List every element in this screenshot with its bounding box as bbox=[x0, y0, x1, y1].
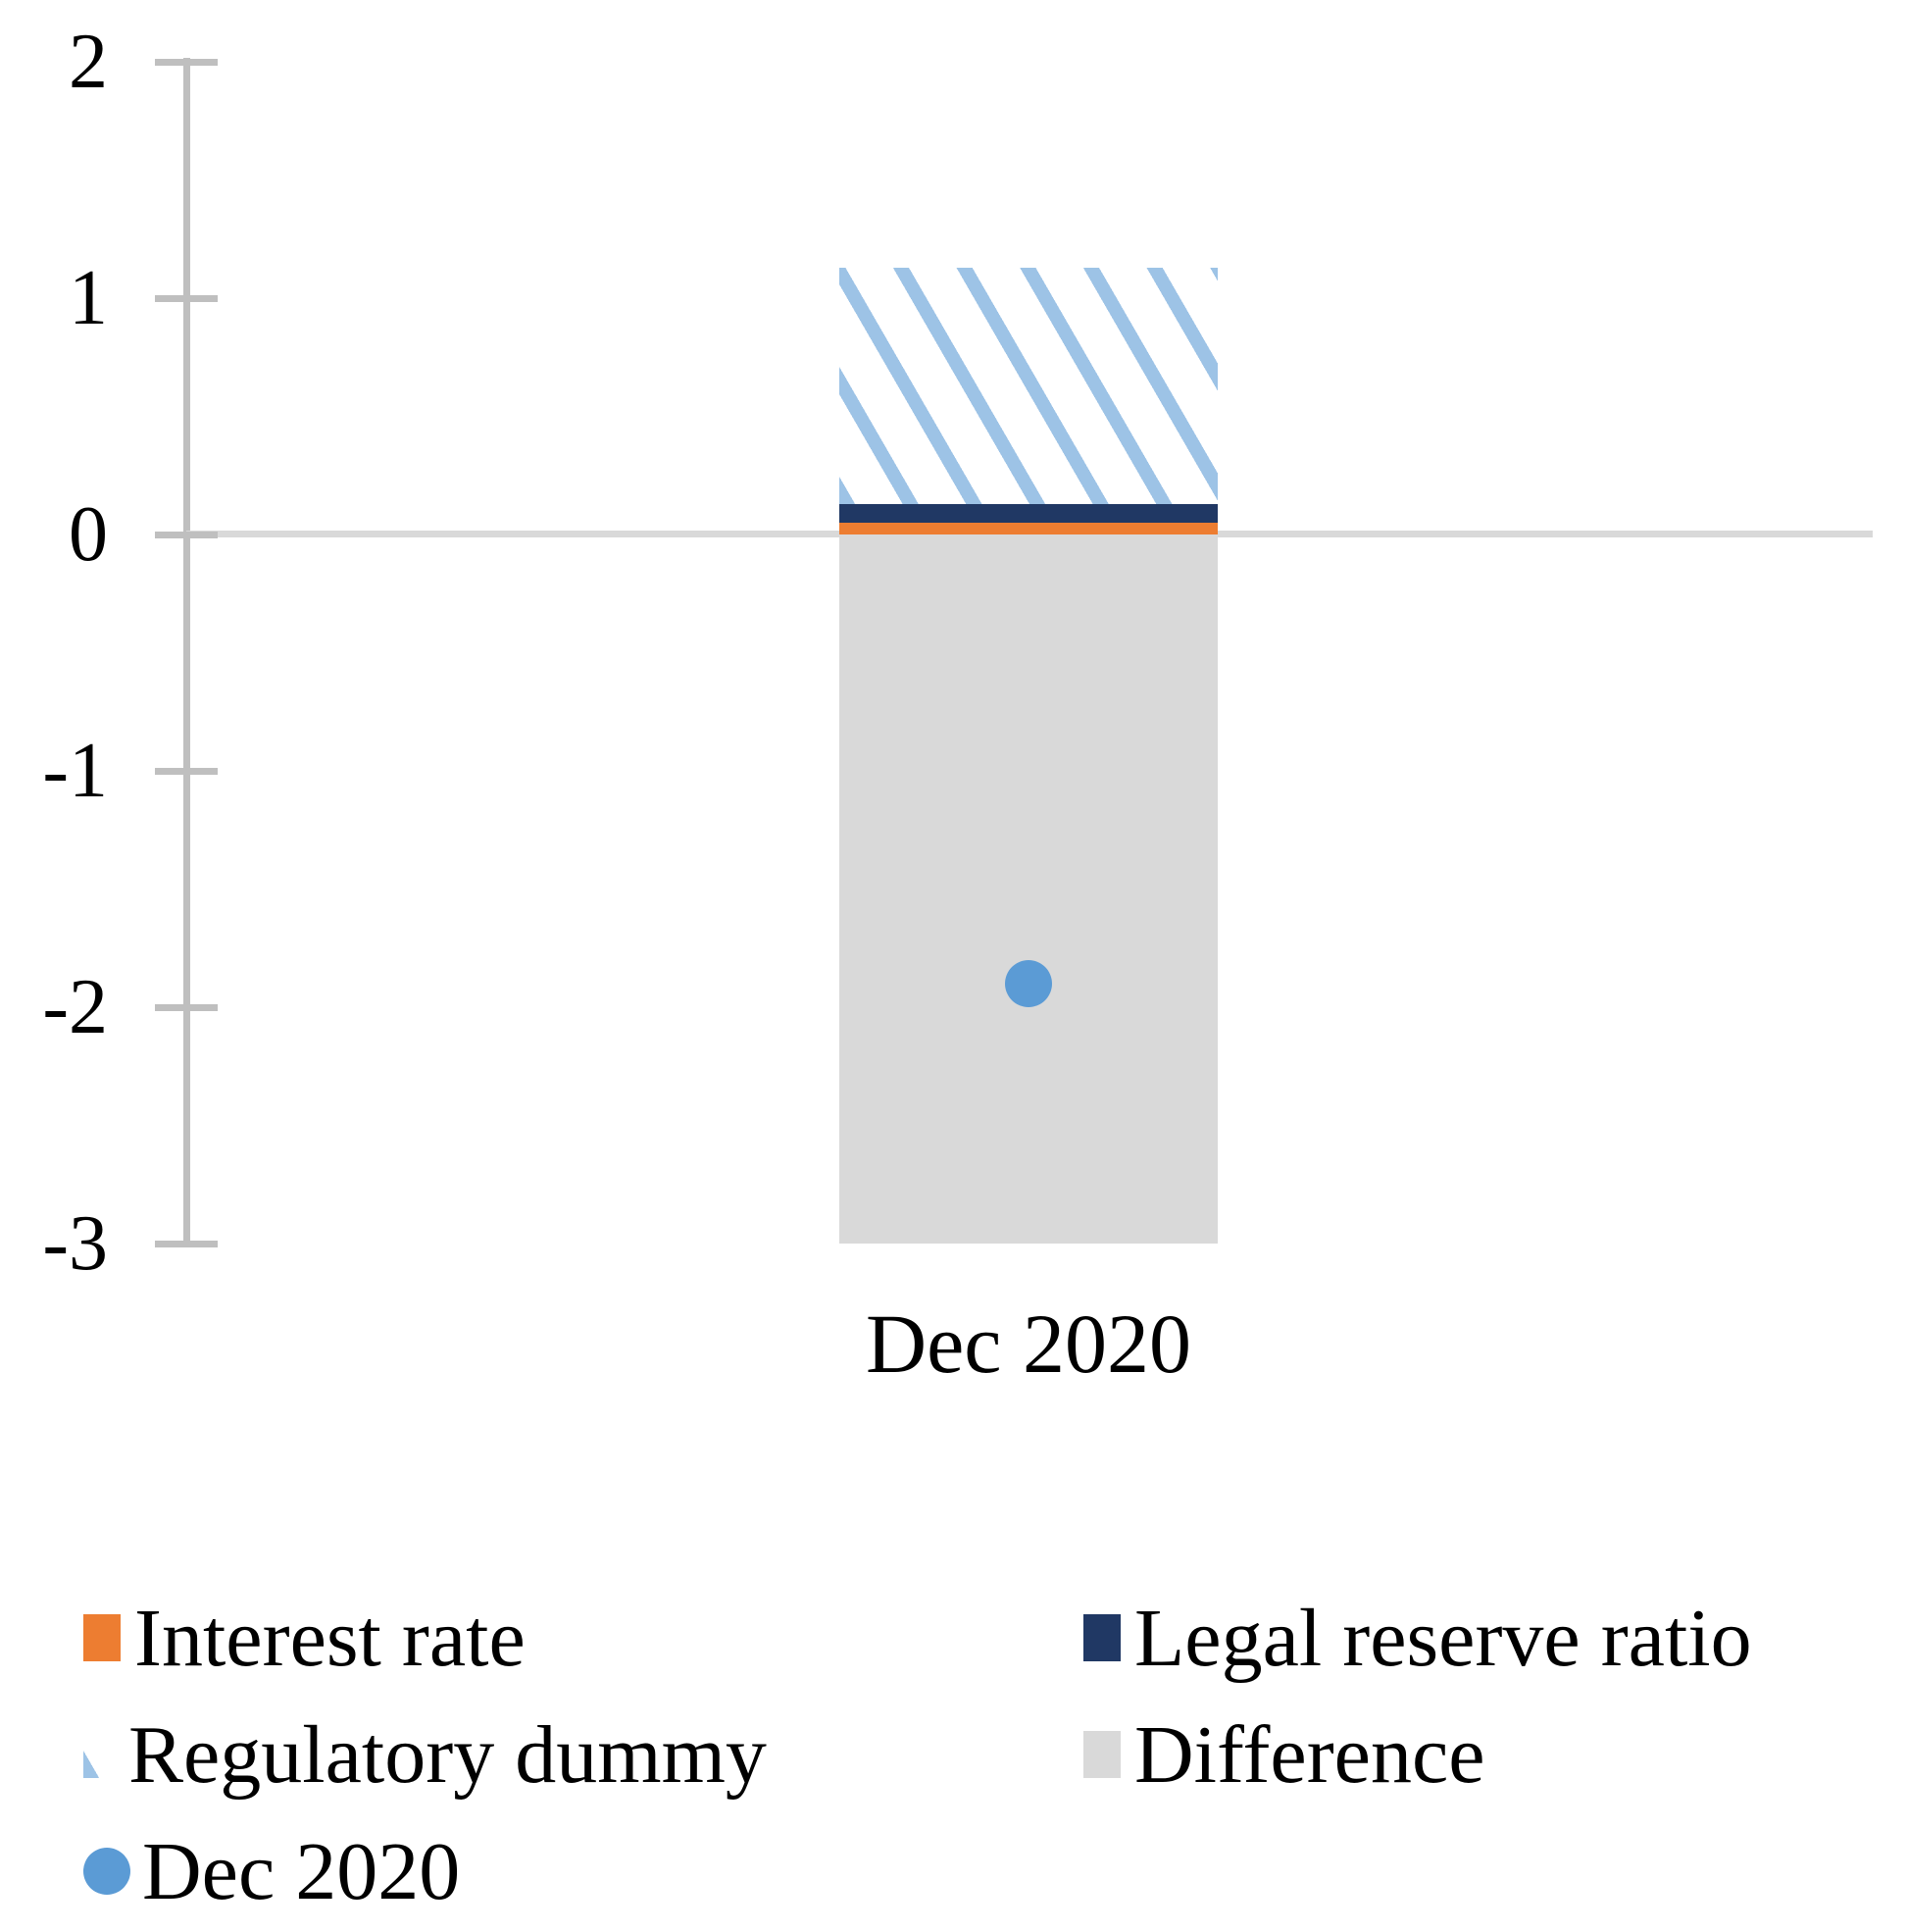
y-axis-tick bbox=[155, 59, 218, 66]
legend-item-legal-reserve-ratio: Legal reserve ratio bbox=[1083, 1591, 1752, 1685]
y-axis-tick bbox=[155, 1241, 218, 1247]
legend-item-regulatory-dummy: Regulatory dummy bbox=[83, 1707, 767, 1802]
data-point-dec-2020 bbox=[1005, 959, 1052, 1007]
legend-item-interest-rate: Interest rate bbox=[83, 1591, 526, 1685]
y-axis-line bbox=[183, 58, 190, 1247]
bar-segment-difference bbox=[839, 534, 1218, 1244]
y-axis-tick bbox=[155, 532, 218, 538]
legend-label-regulatory-dummy: Regulatory dummy bbox=[128, 1708, 767, 1801]
legend-swatch-interest-rate bbox=[83, 1614, 121, 1661]
legend-label-legal-reserve-ratio: Legal reserve ratio bbox=[1134, 1592, 1752, 1684]
x-category-label: Dec 2020 bbox=[866, 1296, 1191, 1391]
bar-segment-legal-reserve-ratio bbox=[839, 503, 1218, 523]
bar-segment-regulatory-dummy bbox=[839, 267, 1218, 504]
legend-label-interest-rate: Interest rate bbox=[134, 1592, 526, 1684]
bar-segment-interest-rate bbox=[839, 522, 1218, 534]
y-axis-tick bbox=[155, 295, 218, 302]
y-tick-label--1: -1 bbox=[42, 728, 108, 814]
y-tick-label-1: 1 bbox=[69, 255, 108, 341]
legend-swatch-legal-reserve-ratio bbox=[1083, 1614, 1121, 1661]
y-axis-tick bbox=[155, 768, 218, 775]
legend-swatch-dec-2020 bbox=[83, 1848, 130, 1895]
legend-item-difference: Difference bbox=[1083, 1707, 1485, 1802]
y-tick-label--2: -2 bbox=[42, 964, 108, 1050]
y-tick-label-0: 0 bbox=[69, 491, 108, 578]
legend-swatch-regulatory-dummy bbox=[83, 1731, 115, 1778]
y-tick-label--3: -3 bbox=[42, 1200, 108, 1287]
legend-label-difference: Difference bbox=[1134, 1708, 1485, 1801]
legend-swatch-difference bbox=[1083, 1731, 1121, 1778]
y-axis-tick bbox=[155, 1004, 218, 1011]
legend-label-dec-2020: Dec 2020 bbox=[142, 1825, 461, 1917]
y-tick-label-2: 2 bbox=[69, 19, 108, 105]
legend-item-dec-2020: Dec 2020 bbox=[83, 1824, 460, 1918]
